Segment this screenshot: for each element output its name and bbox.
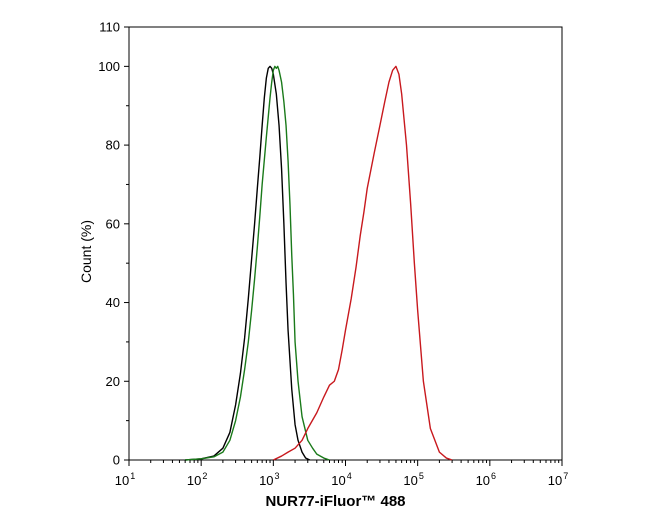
y-tick-label: 0 xyxy=(113,453,120,468)
y-tick-label: 40 xyxy=(106,295,120,310)
plot-frame xyxy=(128,26,563,461)
x-tick-label: 101 xyxy=(115,471,135,488)
series-line-1 xyxy=(185,65,311,461)
y-tick-label: 20 xyxy=(106,374,120,389)
y-axis-ticks: 0 20 40 60 80 100 110 xyxy=(98,20,129,468)
x-tick-label: 104 xyxy=(331,471,351,488)
x-tick-label: 107 xyxy=(548,471,568,488)
series-line-3 xyxy=(273,65,453,461)
x-tick-label: 103 xyxy=(259,471,279,488)
plot-border xyxy=(128,26,563,461)
y-tick-label: 80 xyxy=(106,138,120,153)
x-tick-label: 105 xyxy=(403,471,423,488)
y-axis-title: Count (%) xyxy=(78,220,94,283)
series-layer xyxy=(185,65,453,461)
y-tick-label: 110 xyxy=(99,20,120,35)
x-axis-ticks: 101 102 103 104 105 106 107 xyxy=(115,460,568,488)
x-axis-title: NUR77-iFluor™ 488 xyxy=(265,493,405,510)
x-tick-label: 102 xyxy=(187,471,207,488)
series-line-2 xyxy=(185,65,330,461)
y-tick-label: 60 xyxy=(106,216,120,231)
x-tick-label: 106 xyxy=(476,471,496,488)
y-tick-label: 100 xyxy=(98,59,120,74)
